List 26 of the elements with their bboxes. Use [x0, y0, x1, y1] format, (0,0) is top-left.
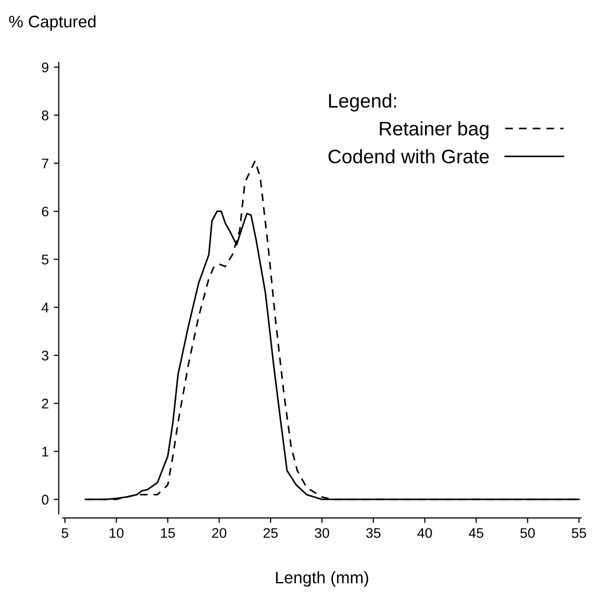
y-tick-label: 6: [42, 206, 48, 216]
legend-title: Legend:: [329, 93, 396, 112]
x-tick-label: 25: [264, 528, 278, 538]
x-tick-label: 50: [520, 528, 535, 538]
x-tick-label: 45: [468, 528, 484, 538]
x-tick-label: 30: [314, 528, 330, 538]
y-tick-label: 1: [42, 446, 48, 456]
y-tick-label: 3: [42, 350, 48, 360]
y-tick-label: 2: [42, 398, 48, 408]
x-tick-label: 35: [366, 528, 381, 538]
y-tick-label: 0: [42, 494, 48, 505]
y-tick-label: 8: [42, 110, 48, 120]
x-tick-label: 10: [110, 528, 124, 538]
y-axis-title: % Captured: [9, 15, 96, 31]
x-tick-label: 55: [572, 528, 586, 538]
x-tick-label: 40: [417, 528, 432, 538]
x-axis-title: Length (mm): [276, 571, 368, 587]
x-tick-label: 5: [62, 528, 68, 538]
legend-label: Retainer bag: [380, 121, 488, 140]
x-tick-label: 15: [161, 528, 175, 538]
y-tick-label: 9: [42, 62, 48, 72]
y-tick-label: 7: [42, 158, 48, 168]
y-tick-label: 4: [42, 302, 49, 312]
x-tick-label: 20: [212, 528, 226, 538]
y-tick-label: 5: [42, 254, 48, 264]
legend-label: Codend with Grate: [328, 149, 489, 164]
